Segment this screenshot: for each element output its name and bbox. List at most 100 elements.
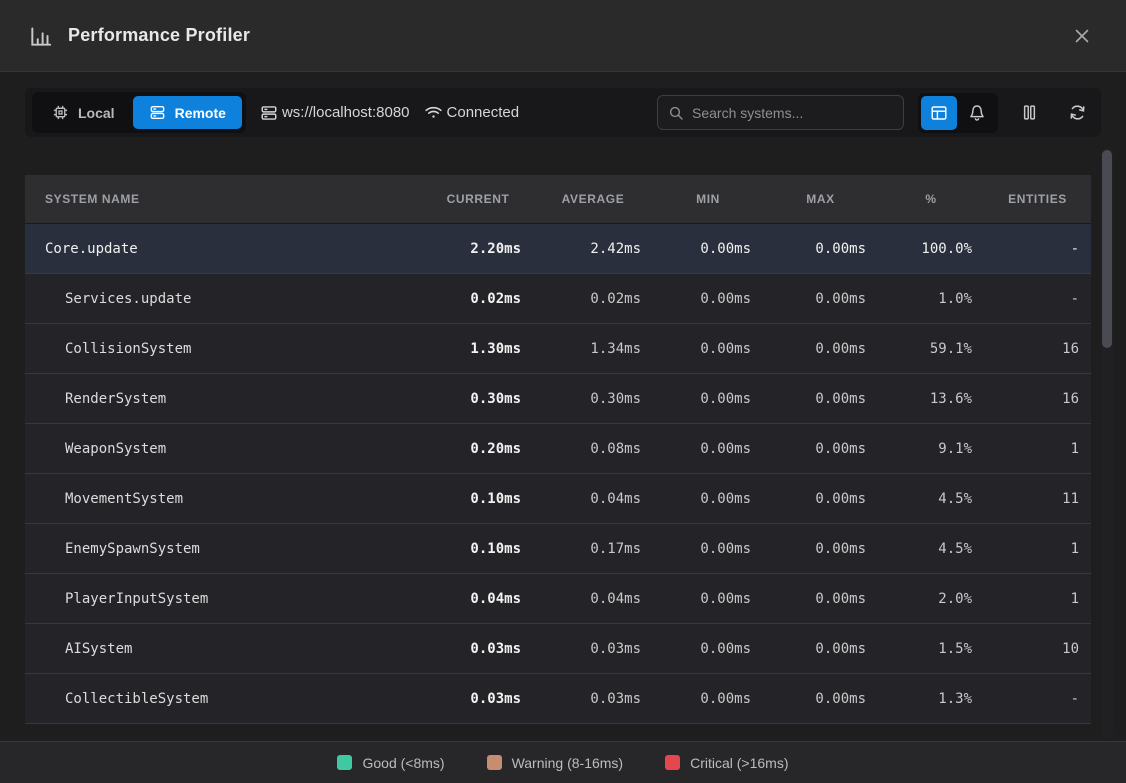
table-row[interactable]: MovementSystem 0.10ms 0.04ms 0.00ms 0.00… [25,474,1091,524]
column-header-average[interactable]: AVERAGE [533,192,653,206]
table-header-row: SYSTEM NAME CURRENT AVERAGE MIN MAX % EN… [25,175,1091,224]
system-name-cell: WeaponSystem [25,441,423,457]
max-cell: 0.00ms [763,441,878,457]
column-header-current[interactable]: CURRENT [423,192,533,206]
percent-cell: 1.0% [878,291,984,307]
system-name-cell: Core.update [25,241,423,257]
websocket-url-text: ws://localhost:8080 [282,104,410,121]
table-row[interactable]: CollisionSystem 1.30ms 1.34ms 0.00ms 0.0… [25,324,1091,374]
remote-button[interactable]: Remote [133,96,242,129]
entities-cell: 11 [984,491,1091,507]
min-cell: 0.00ms [653,491,763,507]
min-cell: 0.00ms [653,541,763,557]
table-row[interactable]: EnemySpawnSystem 0.10ms 0.17ms 0.00ms 0.… [25,524,1091,574]
cpu-icon [52,104,69,121]
table-row[interactable]: Core.update 2.20ms 2.42ms 0.00ms 0.00ms … [25,224,1091,274]
entities-cell: - [984,691,1091,707]
max-cell: 0.00ms [763,291,878,307]
bell-icon [968,104,986,122]
window-header: Performance Profiler [0,0,1126,72]
system-name-cell: Services.update [25,291,423,307]
connection-status: Connected [424,103,520,122]
entities-cell: - [984,241,1091,257]
table-view-button[interactable] [921,96,957,130]
current-cell: 2.20ms [423,241,533,257]
min-cell: 0.00ms [653,291,763,307]
source-toggle: Local Remote [32,92,246,133]
refresh-icon [1068,103,1087,122]
refresh-button[interactable] [1060,96,1094,130]
search-input[interactable] [692,105,893,121]
legend-label: Good (<8ms) [362,755,444,771]
max-cell: 0.00ms [763,591,878,607]
server-icon [149,104,166,121]
connection-status-text: Connected [447,104,520,121]
average-cell: 0.08ms [533,441,653,457]
entities-cell: - [984,291,1091,307]
table-body: Core.update 2.20ms 2.42ms 0.00ms 0.00ms … [25,224,1091,724]
percent-cell: 2.0% [878,591,984,607]
max-cell: 0.00ms [763,691,878,707]
legend-label: Critical (>16ms) [690,755,788,771]
max-cell: 0.00ms [763,341,878,357]
table-row[interactable]: AISystem 0.03ms 0.03ms 0.00ms 0.00ms 1.5… [25,624,1091,674]
close-button[interactable] [1066,20,1098,52]
entities-cell: 1 [984,441,1091,457]
min-cell: 0.00ms [653,691,763,707]
current-cell: 0.30ms [423,391,533,407]
max-cell: 0.00ms [763,391,878,407]
table-row[interactable]: CollectibleSystem 0.03ms 0.03ms 0.00ms 0… [25,674,1091,724]
scrollbar-thumb[interactable] [1102,150,1112,348]
table-row[interactable]: PlayerInputSystem 0.04ms 0.04ms 0.00ms 0… [25,574,1091,624]
min-cell: 0.00ms [653,591,763,607]
scrollbar-track[interactable] [1101,148,1113,740]
entities-cell: 1 [984,541,1091,557]
current-cell: 0.04ms [423,591,533,607]
average-cell: 0.04ms [533,591,653,607]
local-button[interactable]: Local [36,96,131,129]
legend-item: Warning (8-16ms) [487,755,624,771]
legend-item: Good (<8ms) [337,755,444,771]
system-name-cell: PlayerInputSystem [25,591,423,607]
current-cell: 0.03ms [423,641,533,657]
pause-button[interactable] [1012,96,1046,130]
average-cell: 1.34ms [533,341,653,357]
table-row[interactable]: RenderSystem 0.30ms 0.30ms 0.00ms 0.00ms… [25,374,1091,424]
system-name-cell: CollectibleSystem [25,691,423,707]
table-row[interactable]: WeaponSystem 0.20ms 0.08ms 0.00ms 0.00ms… [25,424,1091,474]
average-cell: 0.03ms [533,641,653,657]
average-cell: 0.03ms [533,691,653,707]
column-header-system-name[interactable]: SYSTEM NAME [25,192,423,206]
min-cell: 0.00ms [653,241,763,257]
page-title: Performance Profiler [68,25,250,46]
percent-cell: 100.0% [878,241,984,257]
legend-footer: Good (<8ms) Warning (8-16ms) Critical (>… [0,741,1126,783]
entities-cell: 1 [984,591,1091,607]
min-cell: 0.00ms [653,441,763,457]
average-cell: 0.04ms [533,491,653,507]
current-cell: 0.02ms [423,291,533,307]
percent-cell: 13.6% [878,391,984,407]
wifi-icon [424,103,443,122]
max-cell: 0.00ms [763,541,878,557]
current-cell: 1.30ms [423,341,533,357]
search-icon [668,105,684,121]
current-cell: 0.10ms [423,541,533,557]
percent-cell: 9.1% [878,441,984,457]
system-name-cell: EnemySpawnSystem [25,541,423,557]
percent-cell: 1.3% [878,691,984,707]
alerts-button[interactable] [959,96,995,130]
search-box [657,95,904,130]
system-name-cell: MovementSystem [25,491,423,507]
min-cell: 0.00ms [653,341,763,357]
table-row[interactable]: Services.update 0.02ms 0.02ms 0.00ms 0.0… [25,274,1091,324]
column-header-entities[interactable]: ENTITIES [984,192,1091,206]
column-header-percent[interactable]: % [878,192,984,206]
column-header-min[interactable]: MIN [653,192,763,206]
min-cell: 0.00ms [653,391,763,407]
table-icon [930,104,948,122]
legend-swatch [665,755,680,770]
systems-table: SYSTEM NAME CURRENT AVERAGE MIN MAX % EN… [25,175,1091,724]
column-header-max[interactable]: MAX [763,192,878,206]
websocket-url: ws://localhost:8080 [260,104,410,122]
